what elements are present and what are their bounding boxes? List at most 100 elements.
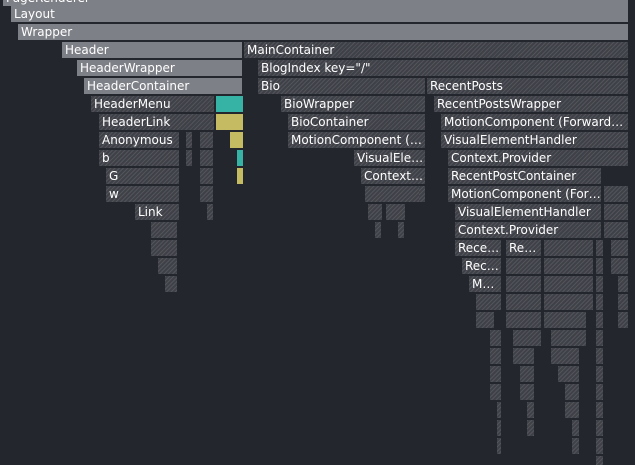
flame-node-unlabeled[interactable] — [544, 276, 594, 292]
flame-node-unlabeled[interactable] — [596, 420, 604, 436]
flame-node-unlabeled[interactable] — [618, 276, 629, 292]
flame-node-unlabeled[interactable] — [565, 402, 580, 418]
flame-node-unlabeled[interactable] — [596, 456, 604, 465]
flame-node-unlabeled[interactable] — [490, 348, 502, 364]
flame-node-bio[interactable]: Bio — [258, 78, 426, 94]
flame-node-unlabeled[interactable] — [596, 294, 604, 310]
flame-node-unlabeled[interactable] — [365, 186, 426, 202]
flame-node-unlabeled[interactable] — [596, 348, 604, 364]
flame-node-unlabeled[interactable] — [513, 330, 542, 346]
flame-node-unlabeled[interactable] — [230, 132, 244, 148]
flame-node-unlabeled[interactable] — [398, 222, 405, 238]
flame-node-unlabeled[interactable] — [611, 258, 629, 274]
flame-node-unlabeled[interactable] — [158, 258, 178, 274]
flame-node-unlabeled[interactable] — [596, 330, 604, 346]
flame-node-recentpostswrapper[interactable]: RecentPostsWrapper — [434, 96, 629, 112]
flame-node-unlabeled[interactable] — [572, 420, 580, 436]
flame-node-unlabeled[interactable] — [490, 384, 502, 400]
flame-node-recentpost[interactable]: RecentPost — [455, 240, 502, 256]
flame-node-unlabeled[interactable] — [611, 240, 629, 256]
flame-node-unlabeled[interactable] — [216, 114, 244, 130]
flame-node-unlabeled[interactable] — [200, 150, 214, 166]
flame-node-unlabeled[interactable] — [520, 366, 535, 382]
flame-node-unlabeled[interactable] — [551, 348, 580, 364]
flame-node-unlabeled[interactable] — [386, 204, 406, 220]
flame-node-unlabeled[interactable] — [476, 294, 502, 310]
flame-node-unlabeled[interactable] — [520, 384, 535, 400]
flame-node-unlabeled[interactable] — [572, 438, 580, 454]
flame-node-unlabeled[interactable] — [497, 420, 502, 436]
flame-node-recentpost[interactable]: RecentPost — [506, 240, 542, 256]
flame-node-unlabeled[interactable] — [490, 330, 502, 346]
flame-node-unlabeled[interactable] — [544, 240, 594, 256]
flame-node-anonymous[interactable]: Anonymous — [99, 132, 180, 148]
flame-node-headerlink[interactable]: HeaderLink — [99, 114, 215, 130]
flame-node-unlabeled[interactable] — [596, 312, 604, 328]
flame-node-biowrapper[interactable]: BioWrapper — [281, 96, 426, 112]
flame-node-motioncomponent-forwardref[interactable]: MotionComponent (ForwardRef) — [441, 114, 629, 130]
flame-node-unlabeled[interactable] — [596, 384, 604, 400]
flame-node-header[interactable]: Header — [62, 42, 243, 58]
flame-node-link[interactable]: Link — [135, 204, 180, 220]
flame-node-headermenu[interactable]: HeaderMenu — [91, 96, 215, 112]
flame-node-visualelementhandler[interactable]: VisualElementHandler — [455, 204, 602, 220]
flame-node-unlabeled[interactable] — [200, 132, 214, 148]
flame-node-unlabeled[interactable] — [565, 384, 580, 400]
flame-node-unlabeled[interactable] — [604, 186, 629, 202]
flame-node-maincontainer[interactable]: MainContainer — [244, 42, 629, 58]
flame-node-unlabeled[interactable] — [544, 294, 594, 310]
flame-node-unlabeled[interactable] — [165, 276, 178, 292]
flame-node-unlabeled[interactable] — [513, 348, 535, 364]
flame-node-unlabeled[interactable] — [618, 294, 629, 310]
flame-node-headerwrapper[interactable]: HeaderWrapper — [77, 60, 243, 76]
flame-node-context-provider[interactable]: Context.Provider — [361, 168, 426, 184]
flame-node-unlabeled[interactable] — [596, 258, 604, 274]
flame-node-unlabeled[interactable] — [596, 438, 604, 454]
flame-node-context-provider[interactable]: Context.Provider — [448, 150, 629, 166]
flame-node-recentpostcontainer[interactable]: RecentPostContainer — [448, 168, 602, 184]
flame-node-unlabeled[interactable] — [216, 96, 244, 112]
flame-node-unlabeled[interactable] — [506, 312, 542, 328]
flame-node-motioncomponent[interactable]: MotionComponent — [469, 276, 502, 292]
flame-node-unlabeled[interactable] — [497, 438, 502, 454]
flame-node-unlabeled[interactable] — [476, 312, 495, 328]
flame-node-unlabeled[interactable] — [237, 150, 244, 166]
flame-node-motioncomponent-forwardref[interactable]: MotionComponent (ForwardRef) — [288, 132, 426, 148]
flame-node-unlabeled[interactable] — [527, 420, 535, 436]
flame-node-unlabeled[interactable] — [506, 294, 542, 310]
flame-node-unlabeled[interactable] — [544, 258, 594, 274]
flame-node-unlabeled[interactable] — [604, 222, 629, 238]
flame-node-pagerenderer[interactable]: PageRenderer — [3, 0, 629, 6]
flame-node-unlabeled[interactable] — [618, 312, 629, 328]
flame-node-unlabeled[interactable] — [506, 276, 542, 292]
flame-node-unlabeled[interactable] — [490, 366, 502, 382]
flame-node-motioncomponent-forwardref[interactable]: MotionComponent (ForwardRef) — [448, 186, 602, 202]
flame-node-unlabeled[interactable] — [151, 222, 178, 238]
flame-node-w[interactable]: w — [106, 186, 180, 202]
flame-node-visualelementhandler[interactable]: VisualElementHandler — [441, 132, 629, 148]
flame-node-unlabeled[interactable] — [200, 168, 214, 184]
flame-node-unlabeled[interactable] — [596, 276, 604, 292]
flame-node-layout[interactable]: Layout — [11, 6, 629, 22]
flame-node-unlabeled[interactable] — [558, 366, 580, 382]
flame-node-headercontainer[interactable]: HeaderContainer — [84, 78, 243, 94]
flame-node-recentposts[interactable]: RecentPosts — [427, 78, 629, 94]
flame-node-unlabeled[interactable] — [200, 186, 214, 202]
flame-node-blogindex-key[interactable]: BlogIndex key="/" — [258, 60, 629, 76]
flame-node-unlabeled[interactable] — [596, 366, 604, 382]
flame-node-unlabeled[interactable] — [596, 240, 604, 256]
flame-node-unlabeled[interactable] — [604, 204, 629, 220]
flame-node-unlabeled[interactable] — [237, 168, 244, 184]
flame-node-context-provider[interactable]: Context.Provider — [455, 222, 602, 238]
flame-node-unlabeled[interactable] — [497, 402, 502, 418]
flame-node-biocontainer[interactable]: BioContainer — [288, 114, 426, 130]
flame-node-unlabeled[interactable] — [506, 258, 542, 274]
flame-node-b[interactable]: b — [99, 150, 180, 166]
flame-node-wrapper[interactable]: Wrapper — [18, 24, 629, 40]
flame-node-unlabeled[interactable] — [544, 312, 587, 328]
flame-node-unlabeled[interactable] — [186, 132, 193, 148]
flame-node-unlabeled[interactable] — [375, 222, 382, 238]
flame-node-visualelementhandler[interactable]: VisualElementHandler — [354, 150, 426, 166]
flame-node-unlabeled[interactable] — [596, 402, 604, 418]
flame-node-unlabeled[interactable] — [207, 204, 214, 220]
